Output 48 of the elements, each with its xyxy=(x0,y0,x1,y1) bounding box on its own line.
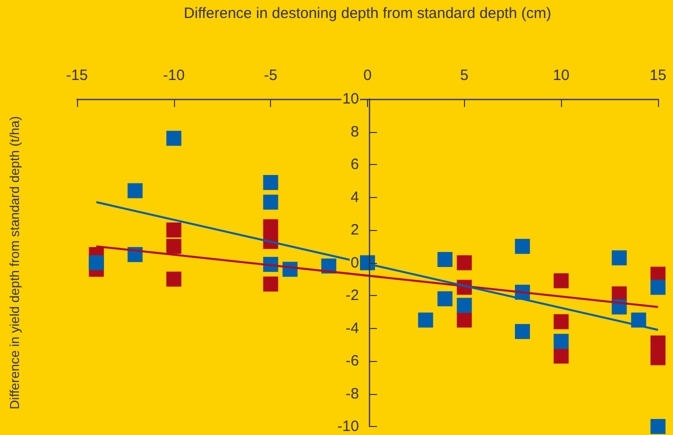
point xyxy=(554,334,569,349)
point xyxy=(554,273,569,288)
y-tick-label: 8 xyxy=(350,123,359,140)
y-tick-label: 10 xyxy=(342,90,359,108)
y-tick-label: -6 xyxy=(346,352,359,370)
point xyxy=(263,175,278,190)
point xyxy=(514,324,530,340)
y-axis-title: Difference in yield depth from standard depth (t/ha) xyxy=(7,116,22,410)
point xyxy=(650,266,666,282)
point xyxy=(263,219,278,234)
x-tick-label: 0 xyxy=(363,67,372,84)
y-tick-label: 6 xyxy=(350,156,359,173)
x-tick-label: -10 xyxy=(162,67,185,84)
x-tick-label: 10 xyxy=(552,67,570,84)
point xyxy=(650,350,666,366)
y-tick-label: 2 xyxy=(350,222,359,238)
point xyxy=(554,348,569,364)
point xyxy=(650,419,666,434)
point xyxy=(514,238,530,254)
point xyxy=(166,272,182,287)
point xyxy=(456,312,472,328)
x-tick-label: -15 xyxy=(66,67,88,84)
y-tick-label: 4 xyxy=(350,188,359,206)
point xyxy=(88,255,104,270)
point xyxy=(263,276,278,292)
x-tick-label: 15 xyxy=(650,67,666,84)
point xyxy=(263,194,278,210)
point xyxy=(456,298,472,313)
point xyxy=(166,222,182,238)
y-tick-label: -4 xyxy=(346,320,359,337)
y-tick-label: -10 xyxy=(337,418,359,435)
y-tick-label: -8 xyxy=(346,385,359,402)
point xyxy=(650,280,666,295)
point xyxy=(418,312,434,328)
point xyxy=(437,291,452,306)
point xyxy=(456,255,472,270)
point xyxy=(166,130,182,146)
x-tick-label: -5 xyxy=(264,67,278,84)
x-tick-label: 5 xyxy=(460,67,469,84)
point xyxy=(128,183,143,198)
point xyxy=(612,250,627,266)
x-axis-title: Difference in destoning depth from standard depth (cm) xyxy=(184,5,552,22)
point xyxy=(437,252,452,267)
point xyxy=(650,335,666,350)
y-tick-label: 0 xyxy=(350,254,359,272)
y-tick-label: -2 xyxy=(346,287,359,304)
point xyxy=(166,238,182,254)
point xyxy=(554,314,569,330)
